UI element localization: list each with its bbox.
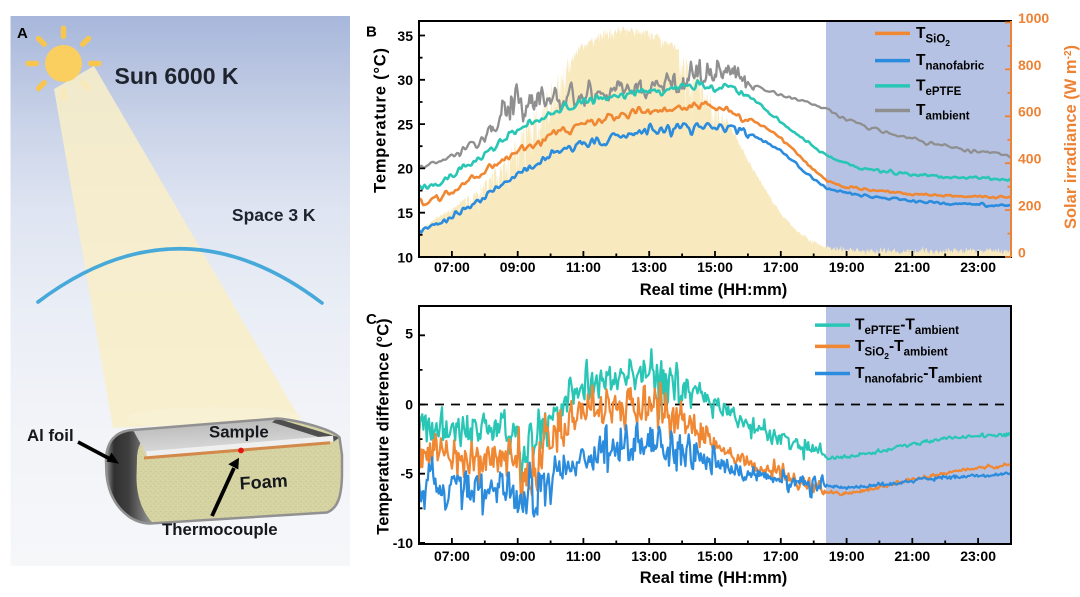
svg-text:800: 800 (1018, 57, 1042, 73)
svg-text:09:00: 09:00 (500, 548, 536, 564)
svg-text:Space 3 K: Space 3 K (232, 205, 316, 225)
svg-text:17:00: 17:00 (763, 548, 799, 564)
svg-text:Al foil: Al foil (27, 426, 74, 445)
svg-text:Thermocouple: Thermocouple (162, 520, 278, 539)
svg-text:19:00: 19:00 (829, 259, 865, 275)
svg-text:19:00: 19:00 (829, 548, 865, 564)
svg-text:13:00: 13:00 (631, 548, 667, 564)
svg-text:-10: -10 (393, 535, 413, 551)
svg-text:10: 10 (397, 249, 413, 265)
svg-text:Temperature (°C): Temperature (°C) (372, 47, 390, 193)
svg-text:0: 0 (405, 397, 413, 413)
svg-text:20: 20 (397, 161, 413, 177)
svg-text:B: B (366, 24, 377, 41)
svg-text:Sun 6000 K: Sun 6000 K (115, 63, 239, 89)
svg-text:Real time (HH:mm): Real time (HH:mm) (640, 281, 788, 299)
svg-text:C: C (366, 311, 377, 328)
svg-text:13:00: 13:00 (631, 259, 667, 275)
svg-text:200: 200 (1018, 198, 1042, 214)
svg-text:30: 30 (397, 72, 413, 88)
svg-text:21:00: 21:00 (894, 259, 930, 275)
svg-text:A: A (17, 25, 28, 42)
svg-text:Sample: Sample (209, 423, 269, 442)
svg-text:07:00: 07:00 (434, 259, 470, 275)
svg-text:23:00: 23:00 (960, 548, 996, 564)
svg-text:5: 5 (405, 325, 413, 341)
svg-text:0: 0 (1018, 244, 1026, 260)
svg-text:15:00: 15:00 (697, 548, 733, 564)
svg-text:23:00: 23:00 (960, 259, 996, 275)
svg-text:Temperature difference (°C): Temperature difference (°C) (375, 318, 393, 534)
svg-text:400: 400 (1018, 151, 1042, 167)
svg-text:Foam: Foam (239, 471, 288, 494)
svg-text:15: 15 (397, 205, 413, 221)
svg-text:25: 25 (397, 116, 413, 132)
svg-text:15:00: 15:00 (697, 259, 733, 275)
svg-text:Real time (HH:mm): Real time (HH:mm) (640, 569, 788, 587)
svg-text:1000: 1000 (1018, 10, 1049, 26)
svg-text:11:00: 11:00 (566, 548, 601, 564)
svg-text:35: 35 (397, 28, 413, 44)
svg-text:17:00: 17:00 (763, 259, 799, 275)
svg-text:09:00: 09:00 (500, 259, 536, 275)
svg-text:21:00: 21:00 (894, 548, 930, 564)
svg-text:-5: -5 (401, 466, 414, 482)
svg-text:Solar irradiance (W m-2): Solar irradiance (W m-2) (1062, 45, 1080, 229)
svg-text:600: 600 (1018, 104, 1042, 120)
svg-text:11:00: 11:00 (566, 259, 601, 275)
svg-text:07:00: 07:00 (434, 548, 470, 564)
